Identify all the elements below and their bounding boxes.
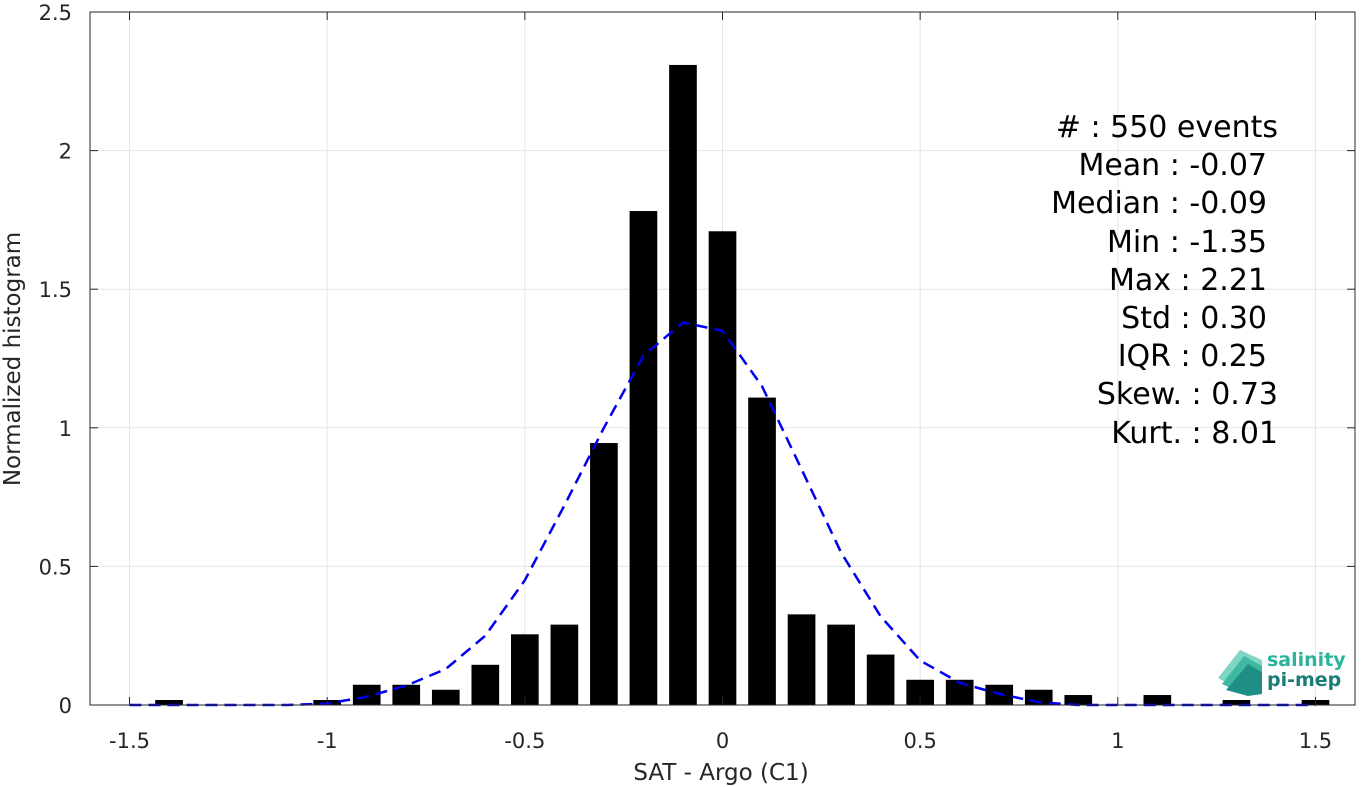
y-tick-label: 0 bbox=[59, 694, 72, 718]
logo-line2: pi-mep bbox=[1267, 669, 1341, 691]
stats-annotation: # : 550 events Mean : -0.07 Median : -0.… bbox=[1051, 110, 1278, 451]
stats-skew: Skew. : 0.73 bbox=[1097, 377, 1278, 412]
histogram-bar bbox=[352, 684, 381, 705]
x-tick-label: -1.5 bbox=[109, 729, 150, 753]
histogram-bar bbox=[1064, 695, 1093, 705]
stats-kurt: Kurt. : 8.01 bbox=[1111, 416, 1278, 451]
tick-labels: -1.5 -1 -0.5 0 0.5 1 1.5 0 0.5 1 1.5 2 2.5 bbox=[39, 1, 1333, 753]
histogram-bar bbox=[392, 684, 421, 705]
x-tick-label: -1 bbox=[317, 729, 338, 753]
axes bbox=[89, 11, 1356, 706]
histogram-bar bbox=[748, 397, 776, 705]
y-tick-label: 1.5 bbox=[39, 278, 72, 302]
stats-mean: Mean : -0.07 bbox=[1078, 148, 1267, 183]
histogram-bar bbox=[827, 624, 855, 705]
wave-icon bbox=[1218, 650, 1262, 696]
stats-max: Max : 2.21 bbox=[1109, 263, 1267, 298]
histogram-bar bbox=[708, 231, 737, 705]
histogram-bar bbox=[471, 664, 500, 705]
stats-count: # : 550 events bbox=[1056, 110, 1278, 145]
x-axis-label: SAT - Argo (C1) bbox=[633, 760, 808, 786]
histogram-bar bbox=[431, 689, 460, 705]
x-tick-label: 0.5 bbox=[903, 729, 936, 753]
histogram-bar bbox=[629, 211, 658, 705]
x-tick-label: -0.5 bbox=[504, 729, 545, 753]
salinity-pimep-logo: salinity pi-mep bbox=[1218, 649, 1346, 696]
histogram-bar bbox=[590, 443, 618, 705]
stats-iqr: IQR : 0.25 bbox=[1118, 339, 1267, 374]
x-tick-label: 1 bbox=[1111, 729, 1124, 753]
stats-std: Std : 0.30 bbox=[1121, 301, 1267, 336]
y-tick-label: 2 bbox=[59, 140, 72, 164]
y-tick-label: 1 bbox=[59, 417, 72, 441]
x-tick-label: 0 bbox=[716, 729, 729, 753]
logo-line1: salinity bbox=[1267, 649, 1346, 671]
histogram-bar bbox=[669, 64, 697, 706]
y-tick-label: 0.5 bbox=[39, 555, 72, 579]
histogram-bar bbox=[155, 700, 183, 705]
histogram-bar bbox=[511, 634, 539, 705]
histogram-bars bbox=[155, 64, 1330, 706]
histogram-bar bbox=[1222, 700, 1251, 705]
y-axis-label: Normalized histogram bbox=[0, 232, 26, 486]
histogram-bar bbox=[550, 624, 579, 705]
histogram-bar bbox=[1143, 695, 1172, 705]
stats-min: Min : -1.35 bbox=[1107, 225, 1267, 260]
stats-median: Median : -0.09 bbox=[1051, 186, 1267, 221]
y-tick-label: 2.5 bbox=[39, 1, 72, 25]
histogram-bar bbox=[866, 654, 895, 705]
histogram-bar bbox=[787, 614, 816, 705]
x-tick-label: 1.5 bbox=[1299, 729, 1332, 753]
